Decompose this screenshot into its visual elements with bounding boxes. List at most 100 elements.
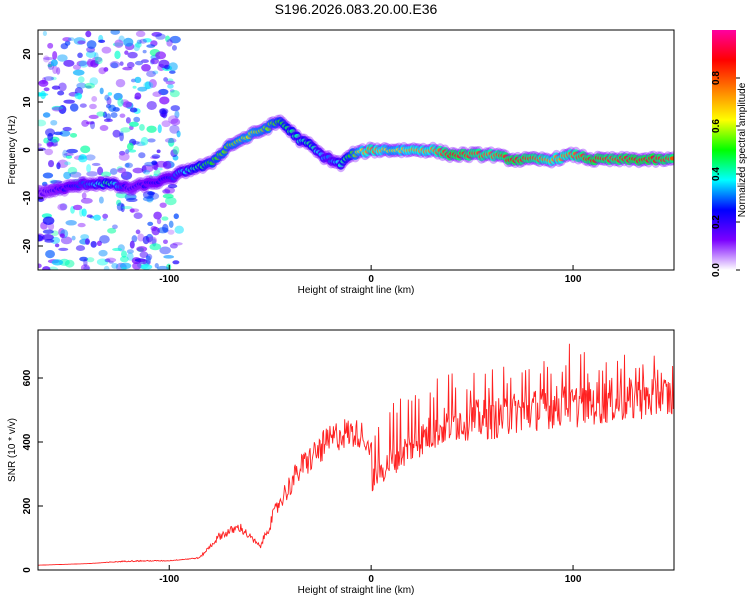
noise-blob <box>142 235 150 245</box>
noise-blob <box>91 162 101 167</box>
noise-blob <box>172 242 183 246</box>
noise-blob <box>63 152 74 156</box>
y-tick-label: 600 <box>22 369 33 386</box>
noise-blob <box>176 130 181 138</box>
noise-blob <box>143 81 154 90</box>
noise-blob <box>86 164 92 173</box>
spectrogram-marks <box>38 30 674 270</box>
noise-blob <box>81 192 87 200</box>
noise-blob <box>112 224 118 230</box>
noise-blob <box>126 249 134 254</box>
noise-blob <box>143 169 150 175</box>
noise-blob <box>42 229 54 234</box>
noise-blob <box>127 51 138 59</box>
noise-blob <box>102 111 108 118</box>
noise-blob <box>142 196 154 202</box>
noise-blob <box>148 79 157 88</box>
noise-blob <box>60 43 69 50</box>
x-tick-label: 100 <box>565 274 582 285</box>
noise-blob <box>117 167 127 174</box>
noise-blob <box>124 162 133 169</box>
noise-blob <box>137 233 145 242</box>
noise-blob <box>128 121 139 127</box>
noise-blob <box>50 180 63 184</box>
noise-blob <box>88 114 99 119</box>
noise-blob <box>57 159 69 169</box>
spectrogram-y-ticks: -20 -10 0 10 20 <box>22 48 43 253</box>
colorbar-tick-label: 0.6 <box>711 119 722 133</box>
noise-blob <box>42 55 50 63</box>
noise-blob <box>169 124 180 134</box>
noise-blob <box>58 82 67 92</box>
noise-blob <box>38 263 42 269</box>
noise-blob <box>106 96 112 105</box>
noise-blob <box>85 85 92 89</box>
chart-title: S196.2026.083.20.00.E36 <box>275 1 438 17</box>
noise-blob <box>91 96 98 102</box>
noise-blob <box>94 52 99 61</box>
x-tick-label: -100 <box>159 274 179 285</box>
noise-blob <box>172 146 180 155</box>
noise-blob <box>138 152 146 159</box>
noise-blob <box>145 255 151 265</box>
noise-blob <box>84 82 95 89</box>
noise-blob <box>126 142 134 151</box>
noise-blob <box>165 196 177 206</box>
colorbar-tick-label: 0.2 <box>711 215 722 229</box>
noise-blob <box>112 107 120 112</box>
noise-blob <box>152 70 159 75</box>
noise-blob <box>69 171 82 178</box>
noise-blob <box>51 85 61 90</box>
noise-blob <box>167 83 174 89</box>
noise-blob <box>112 129 121 138</box>
noise-blob <box>99 87 104 95</box>
noise-blob <box>129 240 135 249</box>
noise-blob <box>169 35 181 44</box>
noise-blob <box>146 100 157 110</box>
noise-blob <box>147 191 155 196</box>
noise-blob <box>98 39 106 44</box>
noise-blob <box>77 222 86 228</box>
y-tick-label: 10 <box>22 96 33 108</box>
noise-blob <box>98 249 108 257</box>
noise-blob <box>151 154 161 159</box>
noise-blob <box>86 171 98 177</box>
noise-blob <box>132 85 137 89</box>
noise-blob <box>78 76 85 83</box>
noise-blob <box>156 149 161 154</box>
noise-blob <box>89 77 99 86</box>
noise-blob <box>125 117 131 124</box>
noise-blob <box>147 138 156 143</box>
noise-blob <box>172 260 180 265</box>
noise-blob <box>72 64 82 70</box>
colorbar-label: Normalized spectral amplitude <box>737 82 748 217</box>
noise-blob <box>163 255 175 259</box>
noise-blob <box>135 30 146 38</box>
noise-blob <box>85 121 95 125</box>
noise-blob <box>43 57 55 61</box>
noise-blob <box>69 103 79 112</box>
noise-blob <box>174 110 180 119</box>
noise-blob <box>89 120 96 130</box>
y-tick-label: 20 <box>22 48 33 60</box>
noise-blob <box>60 236 73 245</box>
noise-blob <box>80 197 93 204</box>
noise-blob <box>74 92 83 100</box>
spectrogram-x-ticks: -100 0 100 <box>159 265 582 285</box>
noise-blob <box>65 220 77 226</box>
noise-blob <box>136 246 148 252</box>
snr-x-ticks: -100 0 100 <box>159 565 582 585</box>
noise-blob <box>101 46 112 54</box>
noise-blob <box>71 235 76 241</box>
snr-y-label: SNR (10 * v/v) <box>7 418 18 482</box>
noise-blob <box>134 60 143 66</box>
noise-blob <box>126 61 135 69</box>
noise-blob <box>79 208 84 217</box>
noise-blob <box>42 172 54 179</box>
noise-blob <box>168 220 174 228</box>
noise-blob <box>64 161 71 166</box>
noise-blob <box>78 60 89 68</box>
noise-blob <box>80 264 90 270</box>
noise-blob <box>99 235 110 244</box>
noise-blob <box>121 250 128 258</box>
